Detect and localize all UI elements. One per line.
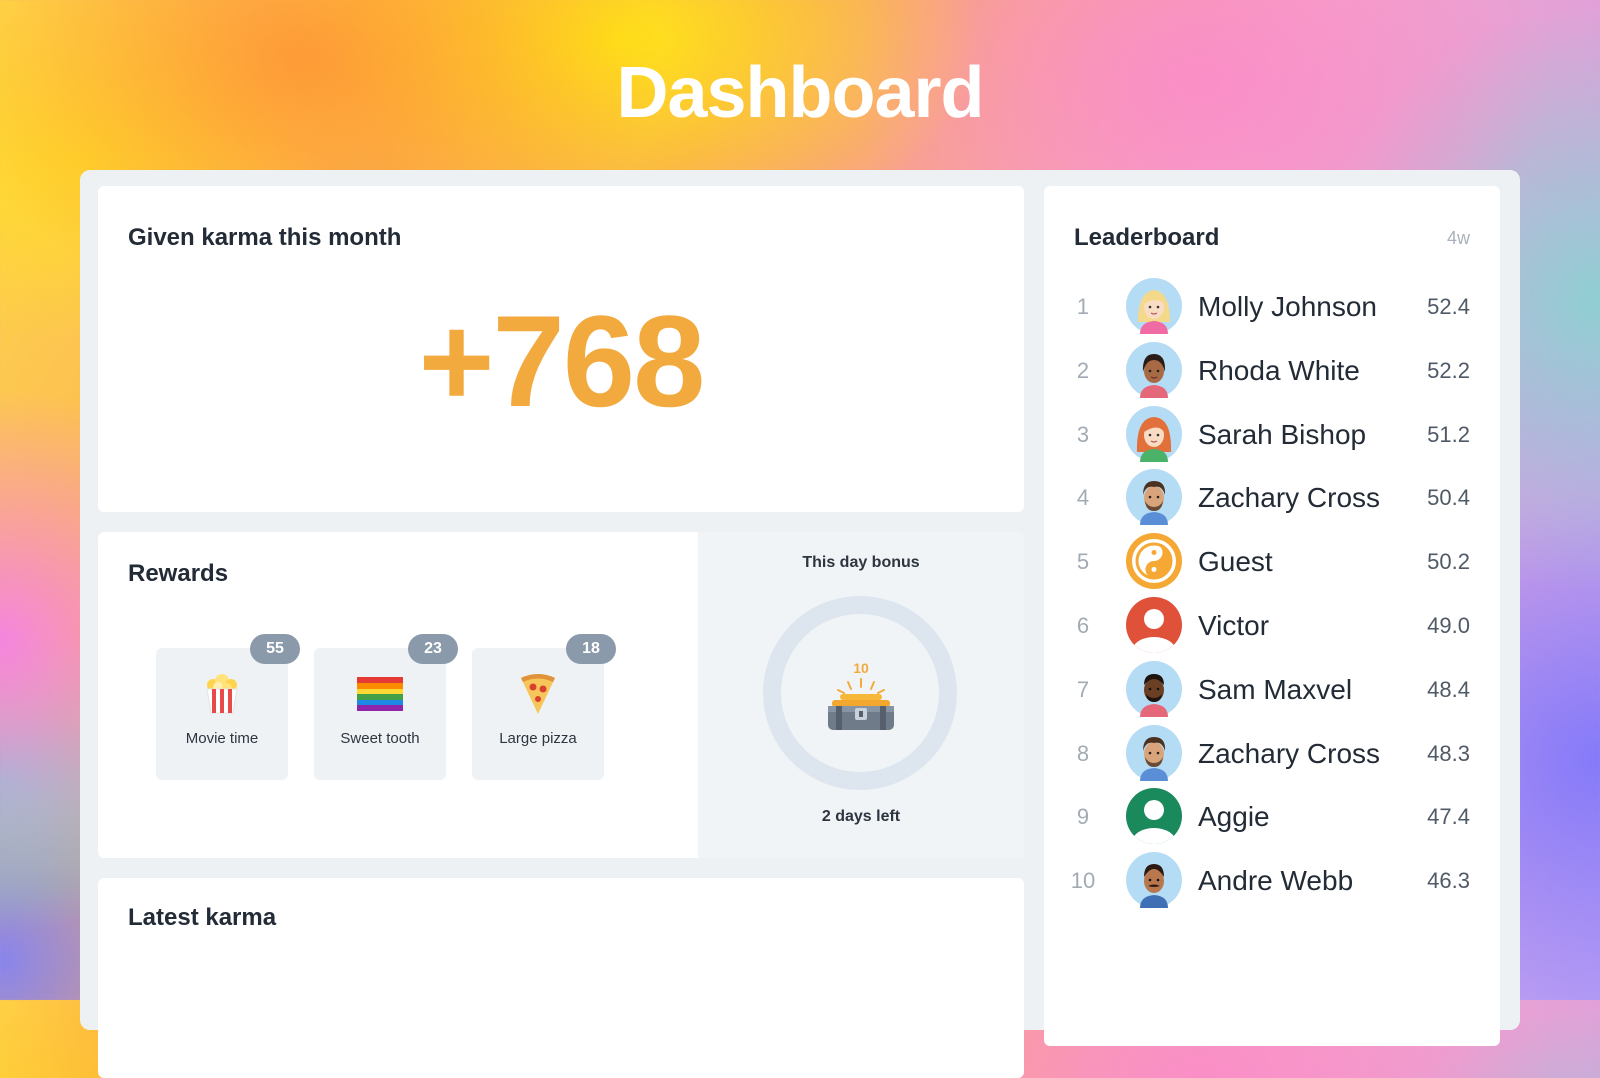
leaderboard-rank: 9 bbox=[1076, 804, 1090, 830]
leaderboard-row[interactable]: 6 Victor 49.0 bbox=[1044, 593, 1500, 657]
rewards-title: Rewards bbox=[128, 560, 229, 587]
reward-tile-large-pizza[interactable]: Large pizza 18 bbox=[472, 634, 616, 780]
leaderboard-row[interactable]: 2 Rhoda White 52.2 bbox=[1044, 338, 1500, 402]
dashboard-panel: Given karma this month +768 Rewards Mov bbox=[80, 170, 1520, 1078]
avatar-mustache-man bbox=[1126, 852, 1182, 909]
leaderboard-score: 50.4 bbox=[1427, 485, 1470, 511]
leaderboard-row[interactable]: 5 Guest 50.2 bbox=[1044, 529, 1500, 593]
leaderboard-score: 48.3 bbox=[1427, 740, 1470, 766]
avatar-bearded-man bbox=[1126, 724, 1182, 781]
leaderboard-name: Aggie bbox=[1198, 801, 1270, 833]
latest-karma-title: Latest karma bbox=[128, 904, 277, 931]
day-bonus-panel: This day bonus 10 2 days left bbox=[698, 532, 1024, 858]
reward-count-badge: 55 bbox=[250, 634, 300, 664]
leaderboard-name: Zachary Cross bbox=[1198, 482, 1381, 514]
leaderboard-rank: 1 bbox=[1076, 294, 1090, 319]
leaderboard-score: 47.4 bbox=[1427, 804, 1470, 830]
leaderboard-row[interactable]: 9 Aggie 47.4 bbox=[1044, 784, 1500, 848]
leaderboard-score: 49.0 bbox=[1427, 612, 1470, 638]
latest-karma-card: Latest karma bbox=[98, 878, 1024, 1078]
treasure-chest-icon bbox=[828, 678, 894, 730]
bonus-days-left: 2 days left bbox=[821, 808, 901, 825]
bonus-coins-value: 10 bbox=[853, 660, 869, 676]
leaderboard-rank: 2 bbox=[1076, 357, 1090, 383]
reward-count-badge: 18 bbox=[566, 634, 616, 664]
given-karma-title: Given karma this month bbox=[128, 224, 402, 251]
leaderboard-list: 1 Molly Johnson 52.4 2 bbox=[1044, 274, 1500, 912]
leaderboard-title: Leaderboard bbox=[1074, 224, 1220, 251]
reward-label: Movie time bbox=[185, 730, 259, 747]
popcorn-icon bbox=[156, 672, 288, 716]
leaderboard-rank: 6 bbox=[1076, 612, 1090, 638]
rewards-card: Rewards Movie time 55 bbox=[98, 532, 1024, 858]
leaderboard-rank: 3 bbox=[1076, 421, 1090, 447]
avatar-redhead-woman bbox=[1126, 405, 1182, 462]
leaderboard-row[interactable]: 4 Zachary Cross 50.4 bbox=[1044, 465, 1500, 529]
avatar-bearded-man bbox=[1126, 469, 1182, 526]
leaderboard-score: 48.4 bbox=[1427, 676, 1470, 702]
given-karma-value: +768 bbox=[418, 288, 706, 434]
reward-tile-sweet-tooth[interactable]: Sweet tooth 23 bbox=[314, 634, 458, 780]
given-karma-card: Given karma this month +768 bbox=[98, 186, 1024, 512]
avatar-dark-hair-woman bbox=[1126, 341, 1182, 398]
leaderboard-row[interactable]: 1 Molly Johnson 52.4 bbox=[1044, 274, 1500, 338]
default-user-red-avatar bbox=[1126, 596, 1182, 653]
leaderboard-name: Sarah Bishop bbox=[1198, 418, 1367, 450]
day-bonus-title: This day bonus bbox=[802, 554, 920, 571]
leaderboard-rank: 10 bbox=[1070, 868, 1096, 894]
leaderboard-period-selector[interactable]: 4w bbox=[1446, 228, 1470, 248]
leaderboard-row[interactable]: 3 Sarah Bishop 51.2 bbox=[1044, 402, 1500, 466]
leaderboard-card: Leaderboard 4w 1 Molly Johnson 52.4 2 bbox=[1044, 186, 1500, 1046]
pizza-icon bbox=[472, 672, 604, 716]
leaderboard-rank: 4 bbox=[1076, 485, 1090, 511]
leaderboard-name: Andre Webb bbox=[1198, 865, 1354, 897]
leaderboard-name: Sam Maxvel bbox=[1198, 673, 1353, 705]
reward-tile-movie-time[interactable]: Movie time 55 bbox=[156, 634, 300, 780]
avatar-dark-man bbox=[1126, 660, 1182, 717]
leaderboard-score: 52.2 bbox=[1427, 357, 1470, 383]
leaderboard-row[interactable]: 8 Zachary Cross 48.3 bbox=[1044, 721, 1500, 785]
leaderboard-row[interactable]: 10 Andre Webb 46.3 bbox=[1044, 848, 1500, 912]
leaderboard-rank: 5 bbox=[1076, 549, 1090, 575]
leaderboard-name: Guest bbox=[1198, 546, 1273, 578]
default-user-green-avatar bbox=[1126, 788, 1182, 845]
reward-label: Sweet tooth bbox=[340, 730, 420, 747]
leaderboard-score: 50.2 bbox=[1427, 549, 1470, 575]
leaderboard-score: 52.4 bbox=[1427, 294, 1470, 319]
reward-label: Large pizza bbox=[499, 730, 577, 747]
leaderboard-score: 51.2 bbox=[1427, 421, 1470, 447]
leaderboard-name: Molly Johnson bbox=[1198, 291, 1377, 322]
leaderboard-name: Zachary Cross bbox=[1198, 737, 1381, 769]
leaderboard-rank: 7 bbox=[1076, 676, 1090, 702]
page-title: Dashboard bbox=[616, 53, 984, 133]
rainbow-flag-icon bbox=[314, 672, 446, 716]
leaderboard-score: 46.3 bbox=[1427, 868, 1470, 894]
leaderboard-row[interactable]: 7 Sam Maxvel 48.4 bbox=[1044, 657, 1500, 721]
leaderboard-name: Rhoda White bbox=[1198, 354, 1360, 386]
yin-yang-icon bbox=[1126, 533, 1182, 590]
reward-count-badge: 23 bbox=[408, 634, 458, 664]
leaderboard-rank: 8 bbox=[1076, 740, 1090, 766]
leaderboard-name: Victor bbox=[1198, 609, 1270, 641]
avatar-blonde-woman bbox=[1126, 278, 1182, 334]
